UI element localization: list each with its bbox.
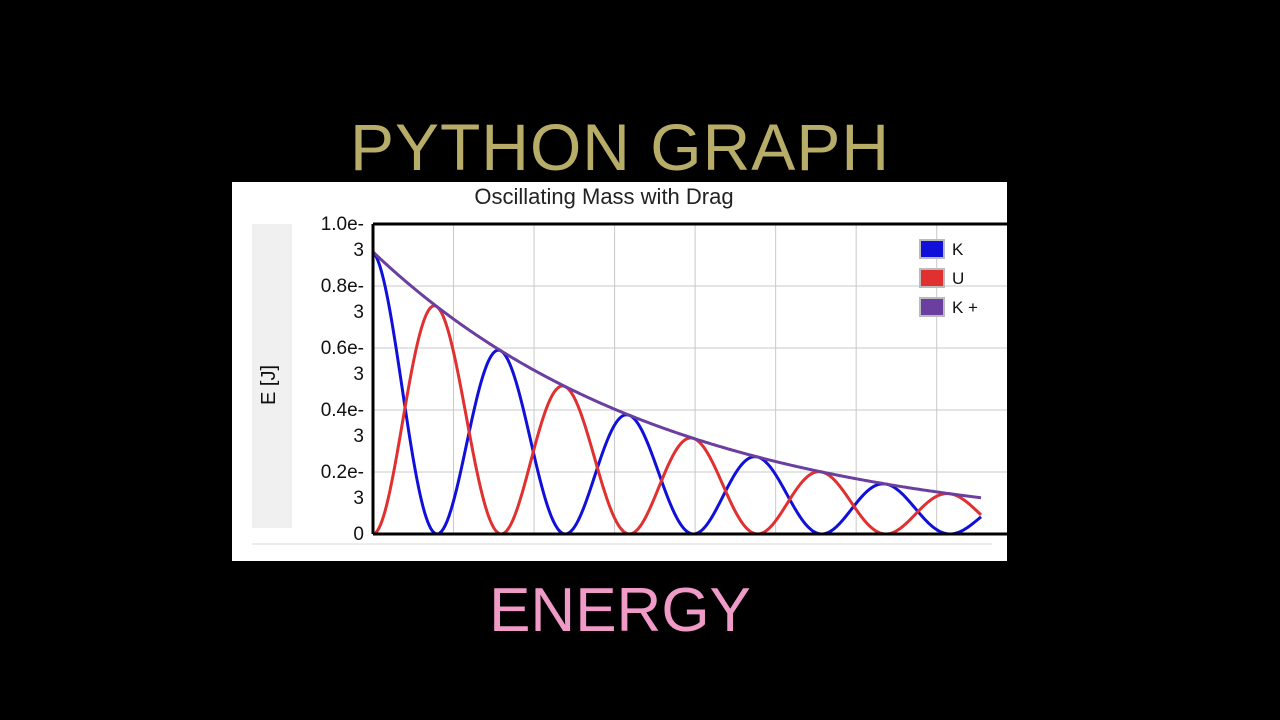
series-line-potential xyxy=(372,304,983,536)
legend: KU K + xyxy=(919,239,978,317)
y-tick-label-exponent: 3 xyxy=(353,302,364,323)
y-tick-label-exponent: 3 xyxy=(353,488,364,509)
y-tick-label-exponent: 3 xyxy=(353,426,364,447)
y-tick-label: 0.6e- xyxy=(321,338,364,359)
grid-lines xyxy=(373,224,1007,534)
legend-swatch xyxy=(919,297,945,317)
page-title-python-graph: PYTHON GRAPH xyxy=(349,110,891,184)
y-tick-label: 0 xyxy=(353,524,364,545)
legend-swatch xyxy=(919,268,945,288)
y-tick-label-exponent: 3 xyxy=(353,240,364,261)
y-axis-label: E [J] xyxy=(258,365,280,405)
y-tick-labels: 1.0e- 3 0.8e- 3 0.6e- 3 0.4e- 3 0.2e- 3 0 xyxy=(321,214,364,545)
series-lines xyxy=(371,250,983,536)
y-tick-label: 0.2e- xyxy=(321,462,364,483)
energy-chart: Oscillating Mass with Drag E [J] 1.0e- 3 0… xyxy=(252,184,1007,545)
legend-label: K xyxy=(952,240,964,259)
y-tick-label: 1.0e- xyxy=(321,214,364,235)
y-tick-label: 0.8e- xyxy=(321,276,364,297)
legend-label: U xyxy=(952,269,964,288)
series-line-kinetic xyxy=(371,250,982,536)
subtitle-energy: ENERGY xyxy=(489,576,751,645)
series-line-total xyxy=(371,250,982,500)
chart-title: Oscillating Mass with Drag xyxy=(474,184,733,209)
y-tick-label-exponent: 3 xyxy=(353,364,364,385)
y-axis-label-background xyxy=(252,224,292,528)
y-tick-label: 0.4e- xyxy=(321,400,364,421)
legend-label: K + xyxy=(952,298,978,317)
chart-panel: Oscillating Mass with Drag E [J] 1.0e- 3 0… xyxy=(232,182,1007,561)
legend-swatch xyxy=(919,239,945,259)
plot-frame xyxy=(252,222,1007,545)
